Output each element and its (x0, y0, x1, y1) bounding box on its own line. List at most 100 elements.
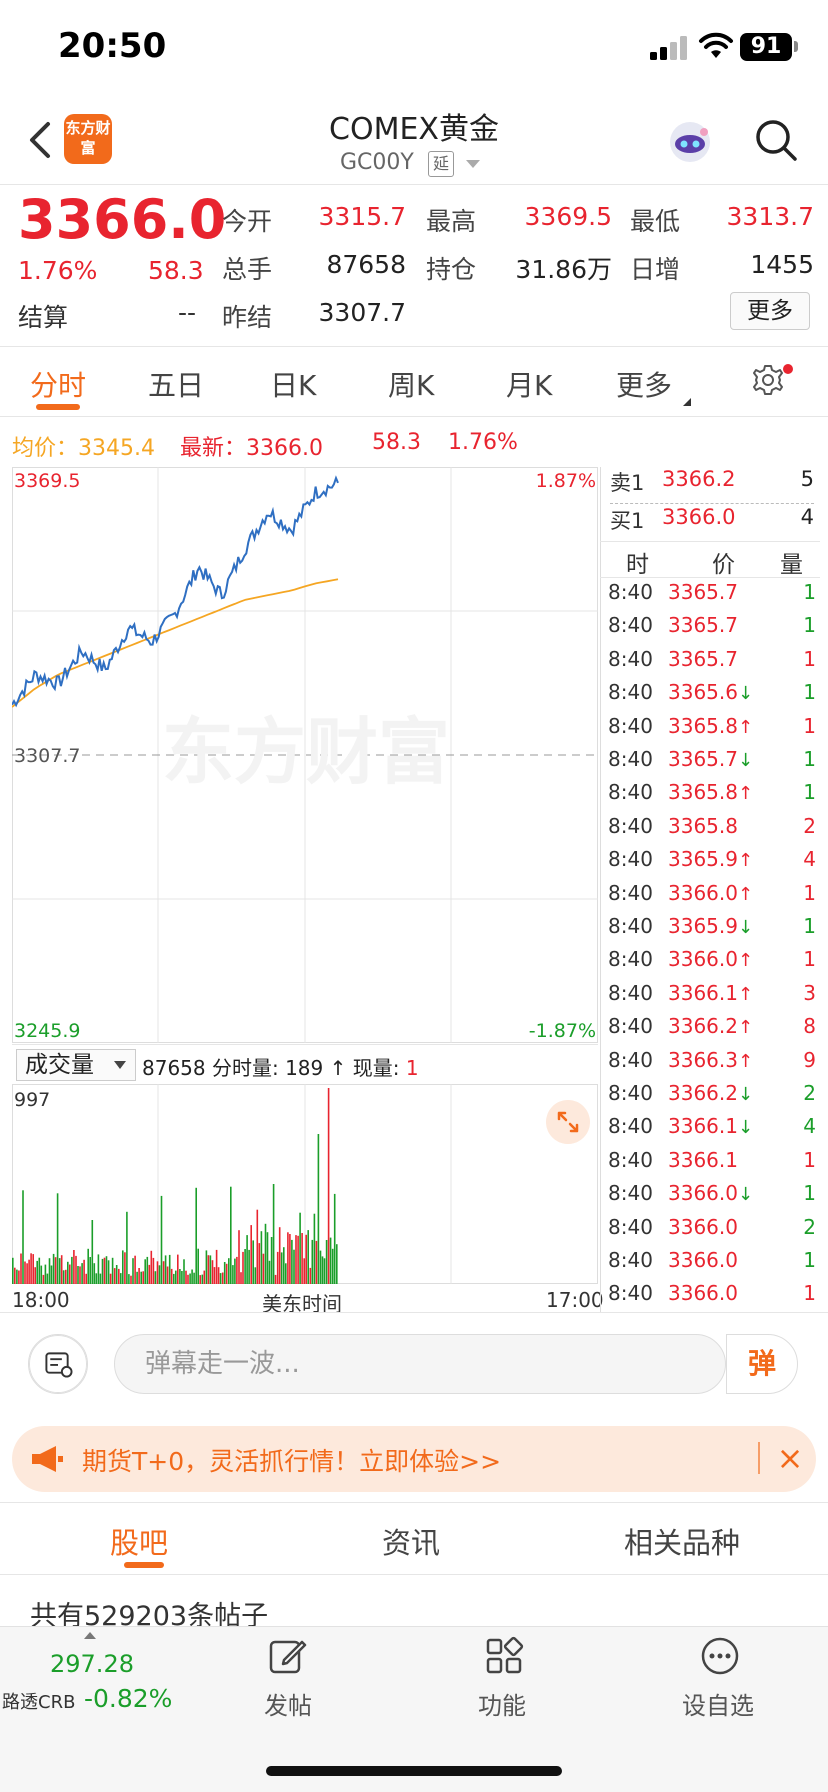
tab-news[interactable]: 资讯 (382, 1526, 441, 1560)
volume-bar (217, 1267, 220, 1284)
volume-bar (118, 1268, 120, 1284)
low-value: 3313.7 (726, 202, 814, 231)
grid-functions-icon[interactable] (484, 1636, 524, 1676)
arrow-up-icon: ↑ (737, 850, 754, 872)
gear-icon[interactable] (750, 362, 786, 398)
tick-time: 8:40 (608, 1214, 653, 1239)
tab-monthly-k[interactable]: 月K (506, 369, 553, 402)
volume-bar (138, 1268, 140, 1284)
expand-icon[interactable] (546, 1100, 590, 1144)
volume-bar (136, 1271, 138, 1284)
volume-bar (158, 1265, 161, 1284)
tick-time: 8:40 (608, 1081, 653, 1105)
volume-bar (321, 1256, 324, 1284)
tabbar-functions-label[interactable]: 功能 (478, 1692, 526, 1720)
arrow-up-icon: ↑ (737, 950, 754, 972)
crb-index-change[interactable]: -0.82% (84, 1684, 173, 1713)
app-logo[interactable]: 东方财富 (64, 114, 112, 164)
volume-bar (283, 1247, 285, 1284)
robot-assistant-icon[interactable] (666, 118, 714, 166)
volume-bar (187, 1274, 189, 1284)
volume-bar (228, 1258, 230, 1284)
volume-bar (272, 1184, 275, 1284)
divider (600, 577, 820, 578)
tick-volume: 2 (803, 1081, 816, 1105)
more-quote-button[interactable]: 更多 (730, 292, 810, 330)
divider (0, 1502, 828, 1503)
close-icon[interactable]: × (776, 1439, 804, 1477)
tick-volume: 4 (803, 847, 816, 872)
tick-time: 8:40 (608, 580, 653, 604)
danmaku-input[interactable]: 弹幕走一波... (114, 1334, 726, 1394)
promo-text[interactable]: 期货T+0，灵活抓行情！立即体验>> (82, 1447, 502, 1476)
tab-forum[interactable]: 股吧 (110, 1526, 169, 1560)
divider (0, 1574, 828, 1575)
tick-price: 3365.9↑ (668, 847, 754, 872)
wifi-icon (699, 32, 733, 58)
volume-bar (168, 1254, 171, 1284)
volume-bar (87, 1248, 89, 1284)
tick-volume: 9 (803, 1047, 816, 1072)
volume-total: 87658 (142, 1056, 206, 1080)
volume-bar (152, 1257, 155, 1284)
tabbar-watchlist-label[interactable]: 设自选 (682, 1692, 754, 1720)
tab-related[interactable]: 相关品种 (624, 1526, 741, 1560)
danmaku-send-button[interactable]: 弹 (726, 1334, 798, 1394)
volume-bar (264, 1223, 267, 1284)
orderbook-divider (610, 503, 814, 504)
volume-bar (238, 1230, 240, 1284)
contract-code[interactable]: GC00Y (340, 150, 414, 175)
tick-row: 8:40 3365.8↑ 1 (600, 714, 820, 748)
crb-index-name[interactable]: 路透CRB (2, 1692, 76, 1713)
daily-increase-label: 日增 (630, 255, 681, 284)
tick-row: 8:40 3366.0 2 (600, 1215, 820, 1249)
tab-intraday[interactable]: 分时 (30, 369, 87, 402)
volume-chart[interactable]: 997 (12, 1084, 598, 1284)
back-arrow-icon[interactable] (22, 118, 62, 162)
tick-time: 8:40 (608, 680, 653, 705)
crb-index-value[interactable]: 297.28 (50, 1650, 134, 1678)
tab-more[interactable]: 更多 (616, 369, 673, 402)
tick-price: 3365.6↓ (668, 680, 754, 705)
volume-bar (18, 1270, 20, 1284)
arrow-up-icon: ↑ (737, 883, 754, 905)
tabbar-post-label[interactable]: 发帖 (264, 1692, 312, 1720)
tick-volume: 1 (803, 613, 816, 638)
volume-bar (191, 1269, 193, 1284)
danmaku-settings-icon[interactable] (28, 1334, 88, 1394)
tick-list[interactable]: 8:40 3365.7 1 8:40 3365.7 1 8:40 3365.7 1 8:40 336… (600, 578, 820, 1312)
compose-post-icon[interactable] (268, 1636, 308, 1676)
search-icon[interactable] (752, 116, 800, 164)
volume-bar (268, 1260, 271, 1284)
volume-bar (240, 1272, 242, 1284)
volume-bar (276, 1251, 279, 1284)
battery-level: 91 (740, 33, 792, 61)
tick-time: 8:40 (608, 847, 653, 872)
volume-bar (236, 1256, 238, 1284)
volume-bar (215, 1249, 218, 1284)
chevron-down-icon[interactable] (466, 160, 480, 168)
tab-daily-k[interactable]: 日K (270, 369, 317, 402)
expand-up-icon[interactable] (84, 1632, 96, 1639)
bottom-tab-bar (0, 1626, 828, 1792)
last-price: 3366.0 (18, 188, 227, 251)
volume-bar (262, 1253, 265, 1284)
volume-bar (301, 1233, 303, 1284)
more-options-icon[interactable] (700, 1636, 740, 1676)
tick-volume: 1 (803, 713, 816, 738)
volume-bar (154, 1271, 157, 1284)
volume-bar (54, 1257, 57, 1284)
tick-time: 8:40 (608, 1047, 653, 1072)
intraday-chart[interactable]: 东方财富 3369.5 3307.7 3245.9 1.87% -1.87% (12, 467, 598, 1043)
promo-banner[interactable] (12, 1426, 816, 1492)
ticks-header-volume: 量 (780, 552, 803, 578)
tab-five-day[interactable]: 五日 (148, 369, 205, 402)
tick-row: 8:40 3366.2↑ 8 (600, 1014, 820, 1048)
arrow-down-icon: ↓ (737, 917, 754, 938)
tick-time: 8:40 (608, 980, 653, 1005)
tab-weekly-k[interactable]: 周K (388, 369, 435, 402)
status-time: 20:50 (58, 26, 167, 66)
active-tab-indicator (124, 1562, 164, 1568)
tick-time: 8:40 (608, 1014, 653, 1039)
volume-bar (166, 1266, 169, 1284)
